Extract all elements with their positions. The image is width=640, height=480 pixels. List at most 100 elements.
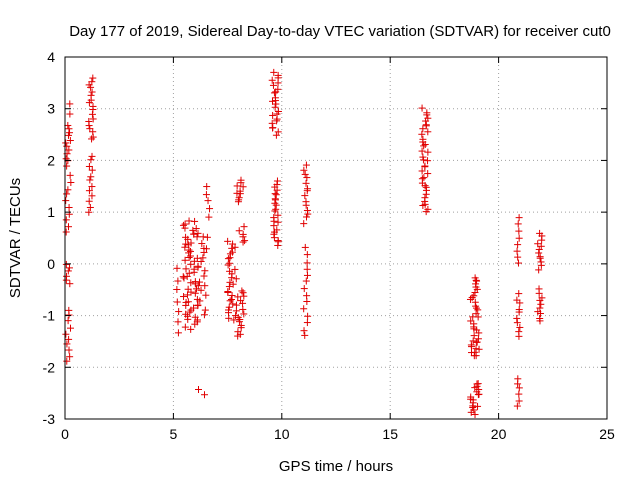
data-point: [272, 201, 280, 209]
data-point: [300, 327, 308, 335]
data-point: [66, 110, 74, 118]
data-point: [194, 229, 202, 237]
data-point: [273, 117, 281, 125]
data-point: [197, 257, 205, 265]
data-point: [174, 329, 182, 337]
data-point: [87, 91, 95, 99]
data-point: [198, 240, 206, 248]
data-point: [187, 260, 195, 268]
data-point: [187, 288, 195, 296]
data-point: [193, 285, 201, 293]
data-point: [192, 225, 200, 233]
data-point: [199, 254, 207, 262]
data-point: [513, 314, 521, 322]
data-point: [173, 298, 181, 306]
data-point: [273, 177, 281, 185]
data-point: [194, 301, 202, 309]
data-point: [86, 176, 94, 184]
data-point: [270, 68, 278, 76]
data-point: [182, 233, 190, 241]
data-point: [189, 226, 197, 234]
data-point: [272, 131, 280, 139]
data-point: [182, 265, 190, 273]
data-point: [224, 261, 232, 269]
data-point: [302, 277, 310, 285]
data-point: [88, 192, 96, 200]
data-point: [230, 316, 238, 324]
data-point: [274, 107, 282, 115]
data-point: [472, 345, 480, 353]
data-point: [534, 240, 542, 248]
data-point: [271, 207, 279, 215]
data-point: [302, 179, 310, 187]
data-point: [271, 190, 279, 198]
data-point: [85, 117, 93, 125]
data-point: [269, 81, 277, 89]
data-point: [201, 282, 209, 290]
data-point: [301, 243, 309, 251]
data-point: [239, 305, 247, 313]
data-point: [202, 291, 210, 299]
data-points: [62, 68, 546, 419]
data-point: [515, 306, 523, 314]
data-point: [88, 135, 96, 143]
data-point: [268, 119, 276, 127]
data-point: [184, 285, 192, 293]
data-point: [237, 176, 245, 184]
data-point: [303, 265, 311, 273]
data-point: [66, 171, 74, 179]
y-tick-label: 0: [47, 256, 55, 272]
data-point: [304, 185, 312, 193]
data-point: [272, 191, 280, 199]
data-point: [514, 375, 522, 383]
data-point: [473, 338, 481, 346]
data-point: [240, 310, 248, 318]
data-point: [62, 330, 70, 338]
data-point: [535, 266, 543, 274]
data-point: [234, 293, 242, 301]
data-point: [225, 283, 233, 291]
data-point: [190, 230, 198, 238]
data-point: [269, 97, 277, 105]
data-point: [239, 183, 247, 191]
data-point: [67, 178, 75, 186]
data-point: [174, 318, 182, 326]
data-point: [269, 111, 277, 119]
data-point: [85, 187, 93, 195]
data-point: [65, 306, 73, 314]
data-point: [474, 335, 482, 343]
data-point: [534, 308, 542, 316]
data-point: [535, 285, 543, 293]
data-point: [303, 271, 311, 279]
data-point: [472, 352, 480, 360]
data-point: [203, 183, 211, 191]
data-point: [515, 214, 523, 222]
data-point: [235, 194, 243, 202]
data-point: [270, 89, 278, 97]
data-point: [418, 175, 426, 183]
data-point: [89, 74, 97, 82]
data-point: [475, 345, 483, 353]
data-point: [88, 183, 96, 191]
data-point: [301, 170, 309, 178]
data-point: [271, 103, 279, 111]
data-point: [515, 328, 523, 336]
data-point: [88, 78, 96, 86]
data-point: [65, 223, 73, 231]
data-point: [86, 125, 94, 133]
data-point: [181, 256, 189, 264]
data-point: [226, 297, 234, 305]
data-point: [271, 94, 279, 102]
data-point: [418, 147, 426, 155]
data-point: [237, 297, 245, 305]
data-point: [300, 166, 308, 174]
data-point: [65, 204, 73, 212]
data-point: [86, 203, 94, 211]
data-point: [269, 124, 277, 132]
data-point: [422, 183, 430, 191]
data-point: [201, 391, 209, 399]
data-point: [64, 317, 72, 325]
data-point: [62, 197, 70, 205]
data-point: [184, 298, 192, 306]
y-axis-label: SDTVAR / TECUs: [7, 178, 24, 298]
